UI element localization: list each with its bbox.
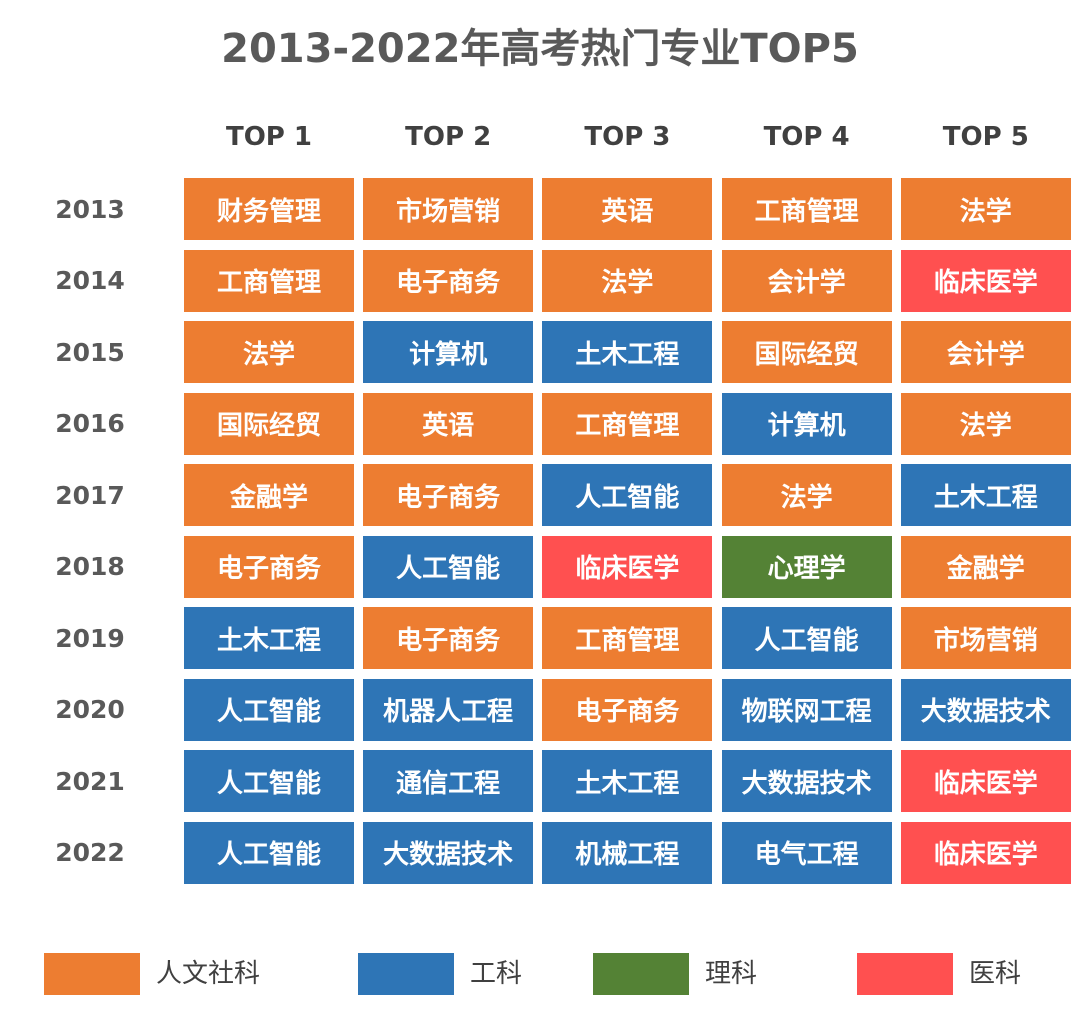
legend-swatch	[593, 953, 689, 995]
year-label: 2015	[55, 337, 125, 367]
major-cell: 工商管理	[542, 607, 713, 669]
major-cell: 土木工程	[900, 464, 1071, 526]
major-cell: 临床医学	[542, 535, 713, 598]
major-cell: 工商管理	[542, 392, 713, 455]
major-cell: 人工智能	[363, 535, 534, 598]
year-label: 2016	[55, 409, 125, 438]
major-cell: 国际经贸	[721, 321, 892, 383]
major-cell: 电子商务	[542, 678, 713, 741]
column-header: TOP 1	[225, 122, 313, 152]
major-cell: 电子商务	[363, 607, 534, 669]
year-label: 2021	[55, 766, 125, 796]
year-label: 2014	[55, 266, 125, 295]
major-cell: 大数据技术	[900, 678, 1071, 741]
major-cell: 英语	[542, 178, 713, 240]
major-cell: 土木工程	[542, 750, 713, 812]
major-cell: 市场营销	[900, 607, 1071, 669]
major-cell: 法学	[900, 392, 1071, 455]
major-cell: 心理学	[721, 535, 892, 598]
major-cell: 英语	[363, 392, 534, 455]
major-cell: 临床医学	[900, 821, 1071, 884]
major-cell: 会计学	[900, 321, 1071, 383]
major-cell: 工商管理	[184, 249, 354, 312]
legend-label: 理科	[705, 958, 758, 989]
major-cell: 会计学	[721, 249, 892, 312]
major-cell: 通信工程	[363, 750, 534, 812]
year-label: 2020	[55, 695, 125, 724]
major-cell: 市场营销	[363, 178, 534, 240]
legend-label: 医科	[969, 958, 1022, 989]
major-cell: 物联网工程	[721, 678, 892, 741]
major-cell: 计算机	[363, 321, 534, 383]
major-cell: 临床医学	[900, 750, 1071, 812]
major-cell: 电子商务	[184, 535, 354, 598]
major-cell: 机械工程	[542, 821, 713, 884]
legend-swatch	[857, 953, 953, 995]
major-cell: 法学	[542, 249, 713, 312]
major-cell: 金融学	[900, 535, 1071, 598]
major-cell: 大数据技术	[721, 750, 892, 812]
major-cell: 电气工程	[721, 821, 892, 884]
column-header: TOP 4	[763, 122, 850, 152]
major-cell: 电子商务	[363, 249, 534, 312]
year-label: 2019	[55, 623, 125, 653]
major-cell: 法学	[900, 178, 1071, 240]
major-cell: 工商管理	[721, 178, 892, 240]
year-label: 2018	[55, 552, 125, 581]
major-cell: 机器人工程	[363, 678, 534, 741]
major-cell: 土木工程	[542, 321, 713, 383]
major-cell: 法学	[184, 321, 354, 383]
legend-swatch	[44, 953, 140, 995]
column-header: TOP 5	[942, 122, 1029, 152]
major-cell: 临床医学	[900, 249, 1071, 312]
major-cell: 人工智能	[721, 607, 892, 669]
year-label: 2013	[55, 194, 125, 224]
major-cell: 人工智能	[184, 821, 354, 884]
major-cell: 人工智能	[184, 678, 354, 741]
legend-label: 工科	[470, 958, 523, 989]
major-cell: 国际经贸	[184, 392, 354, 455]
column-header: TOP 3	[584, 122, 671, 152]
legend-label: 人文社科	[156, 958, 261, 989]
year-label: 2022	[55, 838, 125, 867]
column-header: TOP 2	[405, 122, 492, 152]
title: 2013-2022年高考热门专业TOP5	[221, 26, 859, 72]
major-cell: 法学	[721, 464, 892, 526]
major-cell: 计算机	[721, 392, 892, 455]
major-cell: 财务管理	[184, 178, 354, 240]
year-label: 2017	[55, 480, 125, 510]
major-cell: 电子商务	[363, 464, 534, 526]
major-cell: 土木工程	[184, 607, 354, 669]
major-cell: 人工智能	[542, 464, 713, 526]
major-cell: 大数据技术	[363, 821, 534, 884]
major-cell: 人工智能	[184, 750, 354, 812]
major-cell: 金融学	[184, 464, 354, 526]
legend-swatch	[358, 953, 454, 995]
